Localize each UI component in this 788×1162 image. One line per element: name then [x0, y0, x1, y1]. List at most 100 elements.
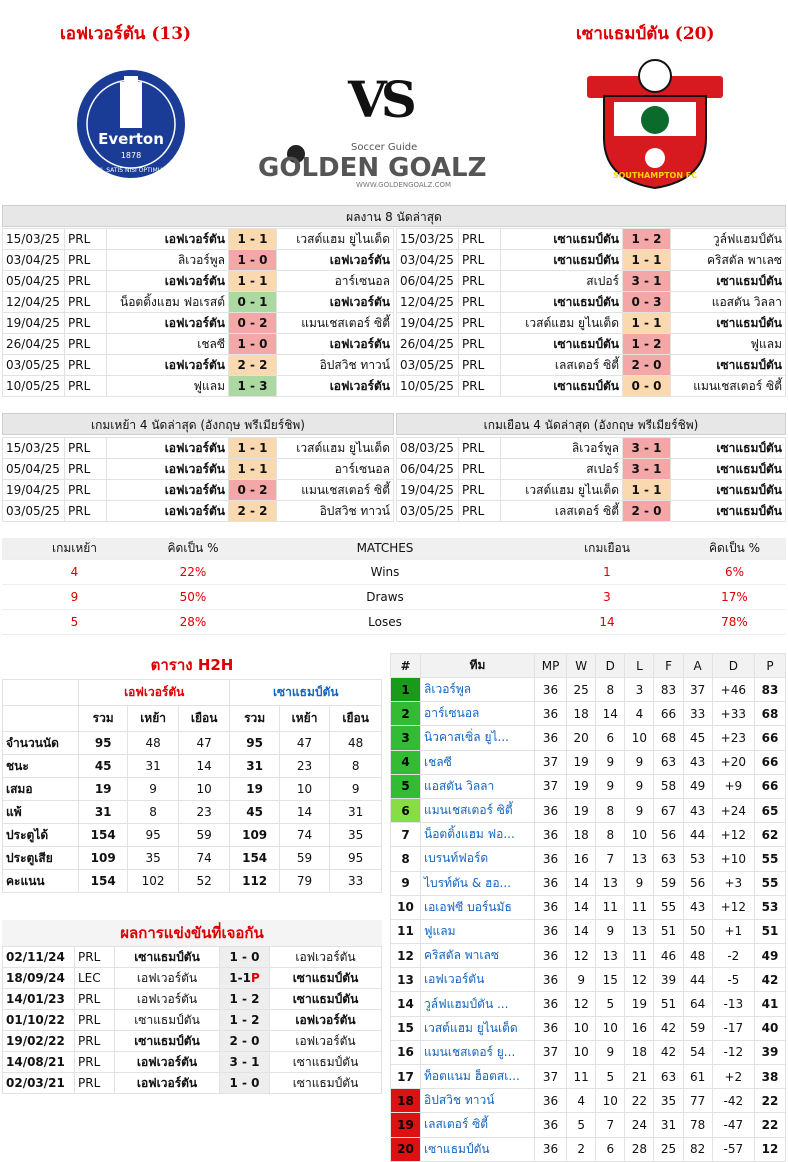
standings-value: -47: [711, 1112, 755, 1138]
standings-value: 63: [653, 846, 684, 872]
last8-home-away-team: อาร์เซนอล: [276, 270, 394, 292]
standings-row: 11 ฟูแลม 36 14 9 13 51 50 +1 51: [390, 918, 787, 945]
standings-pos: 7: [390, 822, 421, 848]
form-row: 05/04/25 PRL เอฟเวอร์ตัน 1 - 1 อาร์เซนอล: [2, 458, 394, 480]
standings-value: 36: [533, 894, 568, 920]
last8-away-home-team: เซาแธมป์ตัน: [500, 333, 623, 355]
last8-home-home-team: เอฟเวอร์ตัน: [106, 312, 229, 334]
standings-value: 22: [753, 1088, 787, 1114]
svg-text:WWW.GOLDENGOALZ.COM: WWW.GOLDENGOALZ.COM: [356, 181, 451, 189]
standings-pos: 2: [390, 701, 421, 727]
standings-value: 58: [653, 773, 684, 799]
last8-away-away-team: แมนเชสเตอร์ ซิตี้: [670, 375, 786, 397]
standings-pos: 20: [390, 1136, 421, 1162]
last8-home-date: 03/05/25: [2, 354, 65, 376]
last8-away-home-team: เซาแธมป์ตัน: [500, 291, 623, 313]
standings-value: 64: [682, 991, 713, 1017]
last8-away-score: 0 - 3: [622, 291, 671, 313]
last8-home-league: PRL: [64, 228, 107, 250]
h2h-value: 74: [278, 823, 331, 847]
standings-value: 63: [653, 1063, 684, 1090]
last4-home-score: 0 - 2: [228, 479, 277, 501]
result-away: เซาแธมป์ตัน: [269, 967, 382, 989]
h2h-value: 31: [329, 800, 382, 824]
penalty-mark: P: [250, 971, 260, 985]
h2h-team-row: เอฟเวอร์ตัน เซาแธมป์ตัน: [2, 679, 382, 706]
h2h-value: 10: [278, 777, 331, 801]
outcome-label: Draws: [239, 584, 531, 610]
matches-h2: คิดเป็น %: [147, 538, 239, 560]
h2h-value: 95: [77, 731, 129, 755]
result-row: 02/03/21 PRL เอฟเวอร์ตัน 1 - 0 เซาแธมป์ตัน: [2, 1072, 382, 1094]
standings-value: 41: [753, 991, 787, 1017]
last8-home-league: PRL: [64, 270, 107, 292]
last4-away-table: 08/03/25 PRL ลิเวอร์พูล 3 - 1 เซาแธมป์ตัน 06/…: [396, 437, 786, 522]
standings-value: +12: [711, 822, 755, 848]
standings-value: +46: [711, 676, 755, 703]
last8-home-table: 15/03/25 PRL เอฟเวอร์ตัน 1 - 1 เวสต์แฮม ยูไน…: [2, 228, 394, 397]
standings-header: # ทีม MP W D L F A D P: [390, 653, 787, 678]
last4-away-score: 3 - 1: [622, 458, 671, 480]
away-pct: 17%: [683, 584, 786, 610]
standings-value: 55: [753, 846, 787, 872]
home-pct: 28%: [147, 609, 239, 635]
last8-away-score: 1 - 2: [622, 228, 671, 250]
result-league: PRL: [74, 1072, 115, 1094]
last8-away-date: 03/05/25: [396, 354, 459, 376]
standings-value: 53: [682, 846, 713, 872]
svg-text:Everton: Everton: [98, 130, 164, 148]
last8-away-score: 1 - 2: [622, 333, 671, 355]
standings-value: 36: [533, 1015, 568, 1041]
standings-row: 17 ท็อตแนม ฮ็อตสเ... 37 11 5 21 63 61 +2 38: [390, 1063, 787, 1090]
result-score: 2 - 0: [219, 1030, 270, 1052]
standings-value: 9: [595, 918, 626, 945]
last4-home-date: 03/05/25: [2, 500, 65, 522]
standings-value: 10: [595, 1015, 626, 1041]
standings-value: +2: [711, 1063, 755, 1090]
h2h-value: 79: [278, 869, 331, 893]
standings-value: 31: [653, 1112, 684, 1138]
h2h-value: 19: [229, 777, 280, 801]
standings-value: 51: [653, 918, 684, 945]
last8-away-away-team: เซาแธมป์ตัน: [670, 312, 786, 334]
standings-value: 42: [753, 967, 787, 993]
form-row: 12/04/25 PRL น็อตติ้งแฮม ฟอเรสต์ 0 - 1 เอฟเว…: [2, 291, 394, 313]
standings-team: อาร์เซนอล: [420, 701, 535, 727]
last4-home-home-team: เอฟเวอร์ตัน: [106, 479, 229, 501]
last4-away-date: 06/04/25: [396, 458, 459, 480]
standings-value: 36: [533, 870, 568, 896]
h2h-value: 10: [177, 777, 231, 801]
standings-value: 11: [595, 894, 626, 920]
h2h-col-header: เหย้า: [127, 705, 179, 732]
standings-value: 40: [753, 1015, 787, 1041]
last8-away-away-team: แอสตัน วิลลา: [670, 291, 786, 313]
away-count: 14: [531, 609, 683, 635]
standings-value: 49: [753, 943, 787, 969]
vs-label: VS: [348, 70, 417, 129]
standings-value: 63: [653, 749, 684, 775]
standings-value: +9: [711, 773, 755, 799]
standings-team: เซาแธมป์ตัน: [420, 1136, 535, 1162]
header: เอฟเวอร์ตัน (13) เซาแธมป์ตัน (20) Everto…: [0, 0, 788, 200]
matches-row: 9 50% Draws 3 17%: [2, 584, 786, 610]
standings-value: 56: [682, 870, 713, 896]
away-team-title: เซาแธมป์ตัน (20): [576, 24, 715, 44]
h2h-value: 31: [77, 800, 129, 824]
standings-value: 36: [533, 701, 568, 727]
last4-home-table: 15/03/25 PRL เอฟเวอร์ตัน 1 - 1 เวสต์แฮม ยูไน…: [2, 437, 394, 522]
standings-value: 42: [653, 1015, 684, 1041]
standings-value: 25: [653, 1136, 684, 1162]
result-away: เซาแธมป์ตัน: [269, 1051, 382, 1073]
last4-away-score: 3 - 1: [622, 437, 671, 459]
last8-home-date: 12/04/25: [2, 291, 65, 313]
form-row: 03/04/25 PRL ลิเวอร์พูล 1 - 0 เอฟเวอร์ตัน: [2, 249, 394, 271]
standings-value: 36: [533, 1088, 568, 1114]
h2h-row-label: ชนะ: [2, 754, 79, 778]
h2h-value: 59: [177, 823, 231, 847]
last8-home-home-team: เชลซี: [106, 333, 229, 355]
standings-value: 11: [566, 1063, 597, 1090]
last8-home-date: 03/04/25: [2, 249, 65, 271]
result-home: เอฟเวอร์ตัน: [114, 988, 220, 1010]
last8-home-home-team: เอฟเวอร์ตัน: [106, 228, 229, 250]
golden-goalz-logo: Soccer Guide GOLDEN GOALZ WWW.GOLDENGOAL…: [258, 142, 486, 189]
